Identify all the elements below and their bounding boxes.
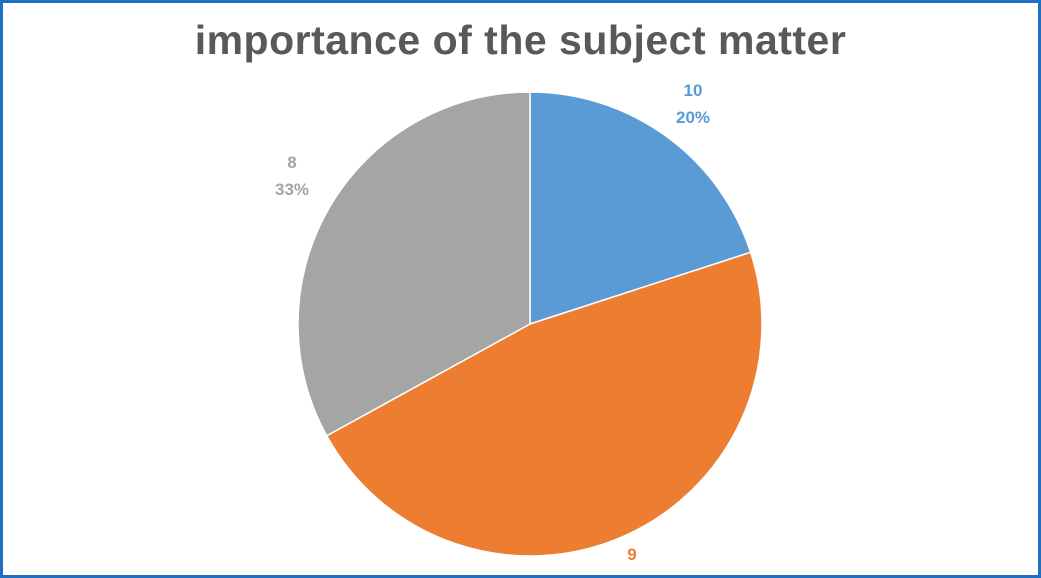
data-label-category-10: 10 — [684, 81, 703, 100]
data-label-percent-10: 20% — [676, 108, 710, 127]
data-label-percent-8: 33% — [275, 180, 309, 199]
data-label-category-8: 8 — [287, 153, 296, 172]
pie-slice-8 — [297, 91, 531, 437]
pie-chart: 10 20% 9 8 33% — [275, 81, 763, 564]
pie-slice-9 — [325, 251, 763, 557]
pie-slice-10 — [529, 91, 752, 326]
data-label-category-9: 9 — [627, 545, 636, 564]
chart-title: importance of the subject matter — [194, 17, 847, 63]
